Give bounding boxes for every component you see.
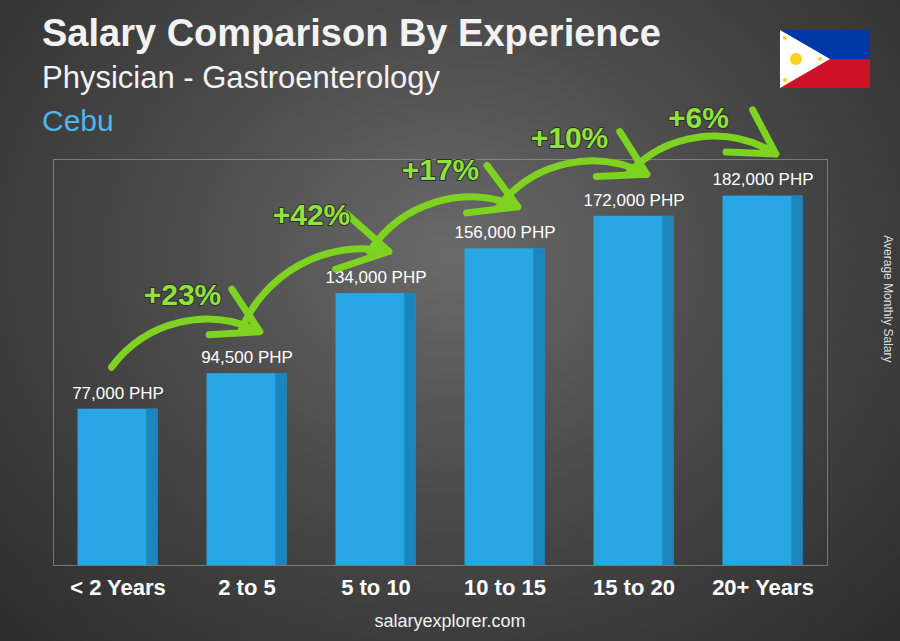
svg-text:+6%: +6% — [668, 101, 729, 134]
svg-text:Average Monthly Salary: Average Monthly Salary — [881, 235, 895, 362]
svg-text:172,000 PHP: 172,000 PHP — [583, 191, 684, 210]
html-text:salaryexplorer.com: salaryexplorer.com — [374, 611, 526, 631]
svg-text:134,000 PHP: 134,000 PHP — [325, 267, 427, 287]
html-text:Cebu: Cebu — [42, 104, 114, 137]
svg-text:+23%: +23% — [144, 278, 222, 311]
svg-text:20+ Years: 20+ Years — [712, 575, 814, 600]
svg-text:+42%: +42% — [273, 198, 351, 231]
svg-text:2 to 5: 2 to 5 — [218, 575, 275, 600]
html-text:Physician - Gastroenterology: Physician - Gastroenterology — [42, 60, 440, 95]
svg-text:+10%: +10% — [531, 121, 609, 154]
svg-text:77,000 PHP: 77,000 PHP — [72, 384, 164, 403]
svg-text:+17%: +17% — [402, 153, 480, 186]
svg-text:5 to 10: 5 to 10 — [341, 575, 411, 600]
html-text:Salary Comparison By Experienc: Salary Comparison By Experience — [42, 12, 661, 54]
svg-text:94,500 PHP: 94,500 PHP — [201, 348, 293, 367]
svg-text:< 2 Years: < 2 Years — [70, 575, 166, 600]
svg-text:156,000 PHP: 156,000 PHP — [454, 223, 555, 242]
svg-text:15 to 20: 15 to 20 — [593, 575, 675, 600]
svg-text:10 to 15: 10 to 15 — [464, 575, 546, 600]
svg-text:182,000 PHP: 182,000 PHP — [712, 170, 813, 189]
